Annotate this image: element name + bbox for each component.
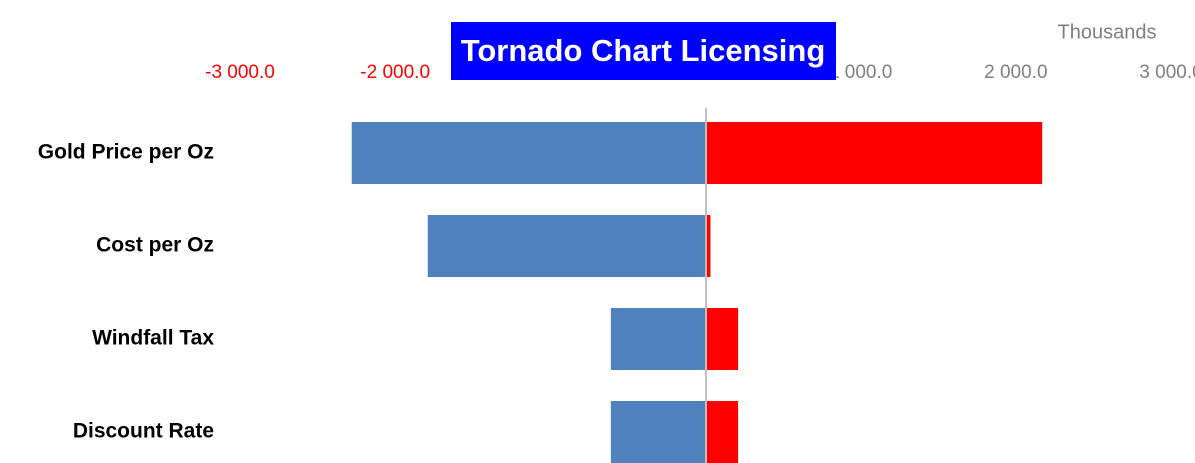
bar xyxy=(705,122,1043,184)
category-label: Gold Price per Oz xyxy=(38,141,214,164)
x-tick-label: 3 000.0 xyxy=(1139,62,1195,83)
chart-title: Tornado Chart Licensing xyxy=(461,33,826,68)
title-box xyxy=(451,22,836,80)
bar xyxy=(705,401,739,463)
x-tick-label: -2 000.0 xyxy=(360,62,430,83)
bar xyxy=(610,308,706,370)
bar xyxy=(351,122,706,184)
bar xyxy=(705,215,711,277)
x-tick-label: -3 000.0 xyxy=(205,62,275,83)
x-tick-label: 2 000.0 xyxy=(984,62,1047,83)
x-tick-label: 1 000.0 xyxy=(829,62,892,83)
bar xyxy=(705,308,739,370)
axis-unit: Thousands xyxy=(1058,21,1157,43)
bar xyxy=(610,401,706,463)
bar xyxy=(427,215,706,277)
category-label: Windfall Tax xyxy=(92,327,214,350)
category-label: Discount Rate xyxy=(73,420,214,443)
category-label: Cost per Oz xyxy=(96,234,214,257)
bars xyxy=(351,122,1043,463)
